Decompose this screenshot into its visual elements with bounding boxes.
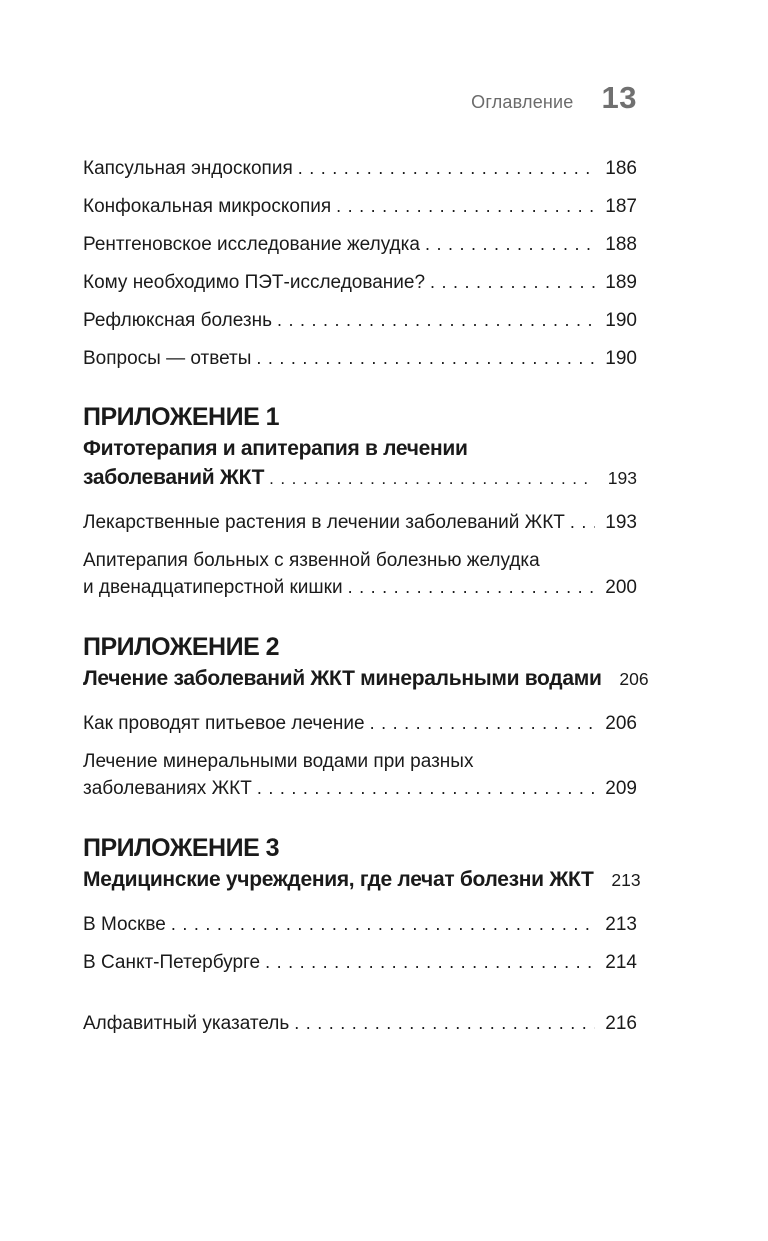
toc-group: Капсульная эндоскопия 186 Конфокальная мик…: [83, 156, 637, 371]
section-title-label: Медицинские учреждения, где лечат болезн…: [83, 868, 594, 891]
toc-entry-page-number: 214: [605, 952, 637, 973]
toc-entry-page-number: 189: [605, 272, 637, 293]
toc-entry-page-number: 193: [607, 468, 637, 488]
toc-entry-page-number: 209: [605, 778, 637, 799]
toc-group: Алфавитный указатель 216: [83, 1011, 637, 1036]
toc-entry-label: Апитерапия больных с язвенной болезнью ж…: [83, 550, 540, 571]
toc-entry-label: Конфокальная микроскопия: [83, 196, 332, 217]
toc-section: ПРИЛОЖЕНИЕ 3 Медицинские учреждения, где …: [83, 833, 641, 975]
dot-leader: [348, 574, 595, 600]
section-heading: ПРИЛОЖЕНИЕ 3: [83, 834, 280, 862]
toc-entry-page-number: 186: [605, 158, 637, 179]
dot-leader: [370, 711, 595, 735]
toc-entry-label: Рефлюксная болезнь: [83, 310, 272, 331]
toc-row: Как проводят питьевое лечение 206: [83, 711, 637, 736]
toc-entry-page-number: 193: [605, 512, 637, 533]
toc-row: Рентгеновское исследование желудка 188: [83, 232, 637, 257]
dot-leader: [265, 950, 595, 974]
toc-row: Кому необходимо ПЭТ-исследование? 189: [83, 270, 637, 295]
toc-entry-page-number: 206: [605, 713, 637, 734]
running-head-page-number: 13: [601, 80, 637, 115]
dot-leader: [256, 346, 595, 370]
toc-row: заболеваний ЖКТ 193: [83, 463, 637, 493]
toc-entry-label: В Санкт-Петербурге: [83, 952, 261, 973]
running-head: Оглавление 13: [83, 80, 637, 116]
section-title: Лечение заболеваний ЖКТ минеральными вод…: [83, 664, 649, 694]
section-title: Фитотерапия и апитерапия в лечении заболе…: [83, 434, 637, 493]
toc-entry-label: Вопросы — ответы: [83, 348, 252, 369]
dot-leader: [294, 1011, 595, 1035]
toc-row: Медицинские учреждения, где лечат болезн…: [83, 865, 641, 895]
toc-entry-page-number: 213: [605, 914, 637, 935]
toc: Капсульная эндоскопия 186 Конфокальная мик…: [83, 156, 649, 1036]
dot-leader: [570, 510, 595, 534]
toc-entry-label: Рентгеновское исследование желудка: [83, 234, 420, 255]
toc-entry-page-number: 206: [619, 669, 649, 689]
dot-leader: [277, 308, 595, 332]
dot-leader: [430, 270, 595, 294]
toc-entry: Лечение минеральными водами при разных за…: [83, 749, 637, 802]
section-title-label: заболеваний ЖКТ: [83, 466, 265, 489]
toc-row: заболеваниях ЖКТ 209: [83, 775, 637, 802]
toc-entry-label: Алфавитный указатель: [83, 1013, 290, 1034]
dot-leader: [425, 232, 595, 256]
toc-row: Лечение заболеваний ЖКТ минеральными вод…: [83, 664, 649, 694]
toc-entry-page-number: 213: [611, 870, 641, 890]
dot-leader: [336, 194, 595, 218]
toc-entry-page-number: 190: [605, 348, 637, 369]
toc-entry-label: Как проводят питьевое лечение: [83, 713, 365, 734]
toc-entry-page-number: 190: [605, 310, 637, 331]
toc-section: ПРИЛОЖЕНИЕ 1 Фитотерапия и апитерапия в л…: [83, 402, 637, 601]
toc-entry-label: Кому необходимо ПЭТ-исследование?: [83, 272, 426, 293]
toc-row: Лекарственные растения в лечении заболев…: [83, 510, 637, 535]
dot-leader: [171, 912, 595, 936]
toc-row: Вопросы — ответы 190: [83, 346, 637, 371]
section-heading: ПРИЛОЖЕНИЕ 2: [83, 633, 280, 661]
dot-leader: [269, 464, 595, 493]
dot-leader: [298, 156, 595, 180]
section-title: Медицинские учреждения, где лечат болезн…: [83, 865, 641, 895]
toc-row: Капсульная эндоскопия 186: [83, 156, 637, 181]
toc-row: и двенадцатиперстной кишки 200: [83, 574, 637, 601]
toc-entry-page-number: 188: [605, 234, 637, 255]
toc-entry-label: Капсульная эндоскопия: [83, 158, 293, 179]
toc-entry-page-number: 200: [605, 577, 637, 598]
toc-entry-label: В Москве: [83, 914, 166, 935]
section-title-line: Фитотерапия и апитерапия в лечении: [83, 437, 468, 460]
toc-entry-label: Лечение минеральными водами при разных: [83, 751, 474, 772]
toc-row: В Москве 213: [83, 912, 637, 937]
toc-row: Рефлюксная болезнь 190: [83, 308, 637, 333]
toc-entry-label: и двенадцатиперстной кишки: [83, 577, 343, 598]
toc-row: В Санкт-Петербурге 214: [83, 950, 637, 975]
toc-row: Алфавитный указатель 216: [83, 1011, 637, 1036]
toc-entry: Апитерапия больных с язвенной болезнью ж…: [83, 548, 637, 601]
toc-entry-page-number: 216: [605, 1013, 637, 1034]
toc-section: ПРИЛОЖЕНИЕ 2 Лечение заболеваний ЖКТ мине…: [83, 632, 649, 802]
toc-entry-label: Лекарственные растения в лечении заболев…: [83, 512, 565, 533]
dot-leader: [257, 775, 595, 801]
section-heading: ПРИЛОЖЕНИЕ 1: [83, 403, 280, 431]
running-head-title: Оглавление: [471, 92, 574, 112]
toc-row: Конфокальная микроскопия 187: [83, 194, 637, 219]
section-title-label: Лечение заболеваний ЖКТ минеральными вод…: [83, 667, 602, 690]
toc-entry-label: заболеваниях ЖКТ: [83, 778, 252, 799]
toc-entry-page-number: 187: [605, 196, 637, 217]
